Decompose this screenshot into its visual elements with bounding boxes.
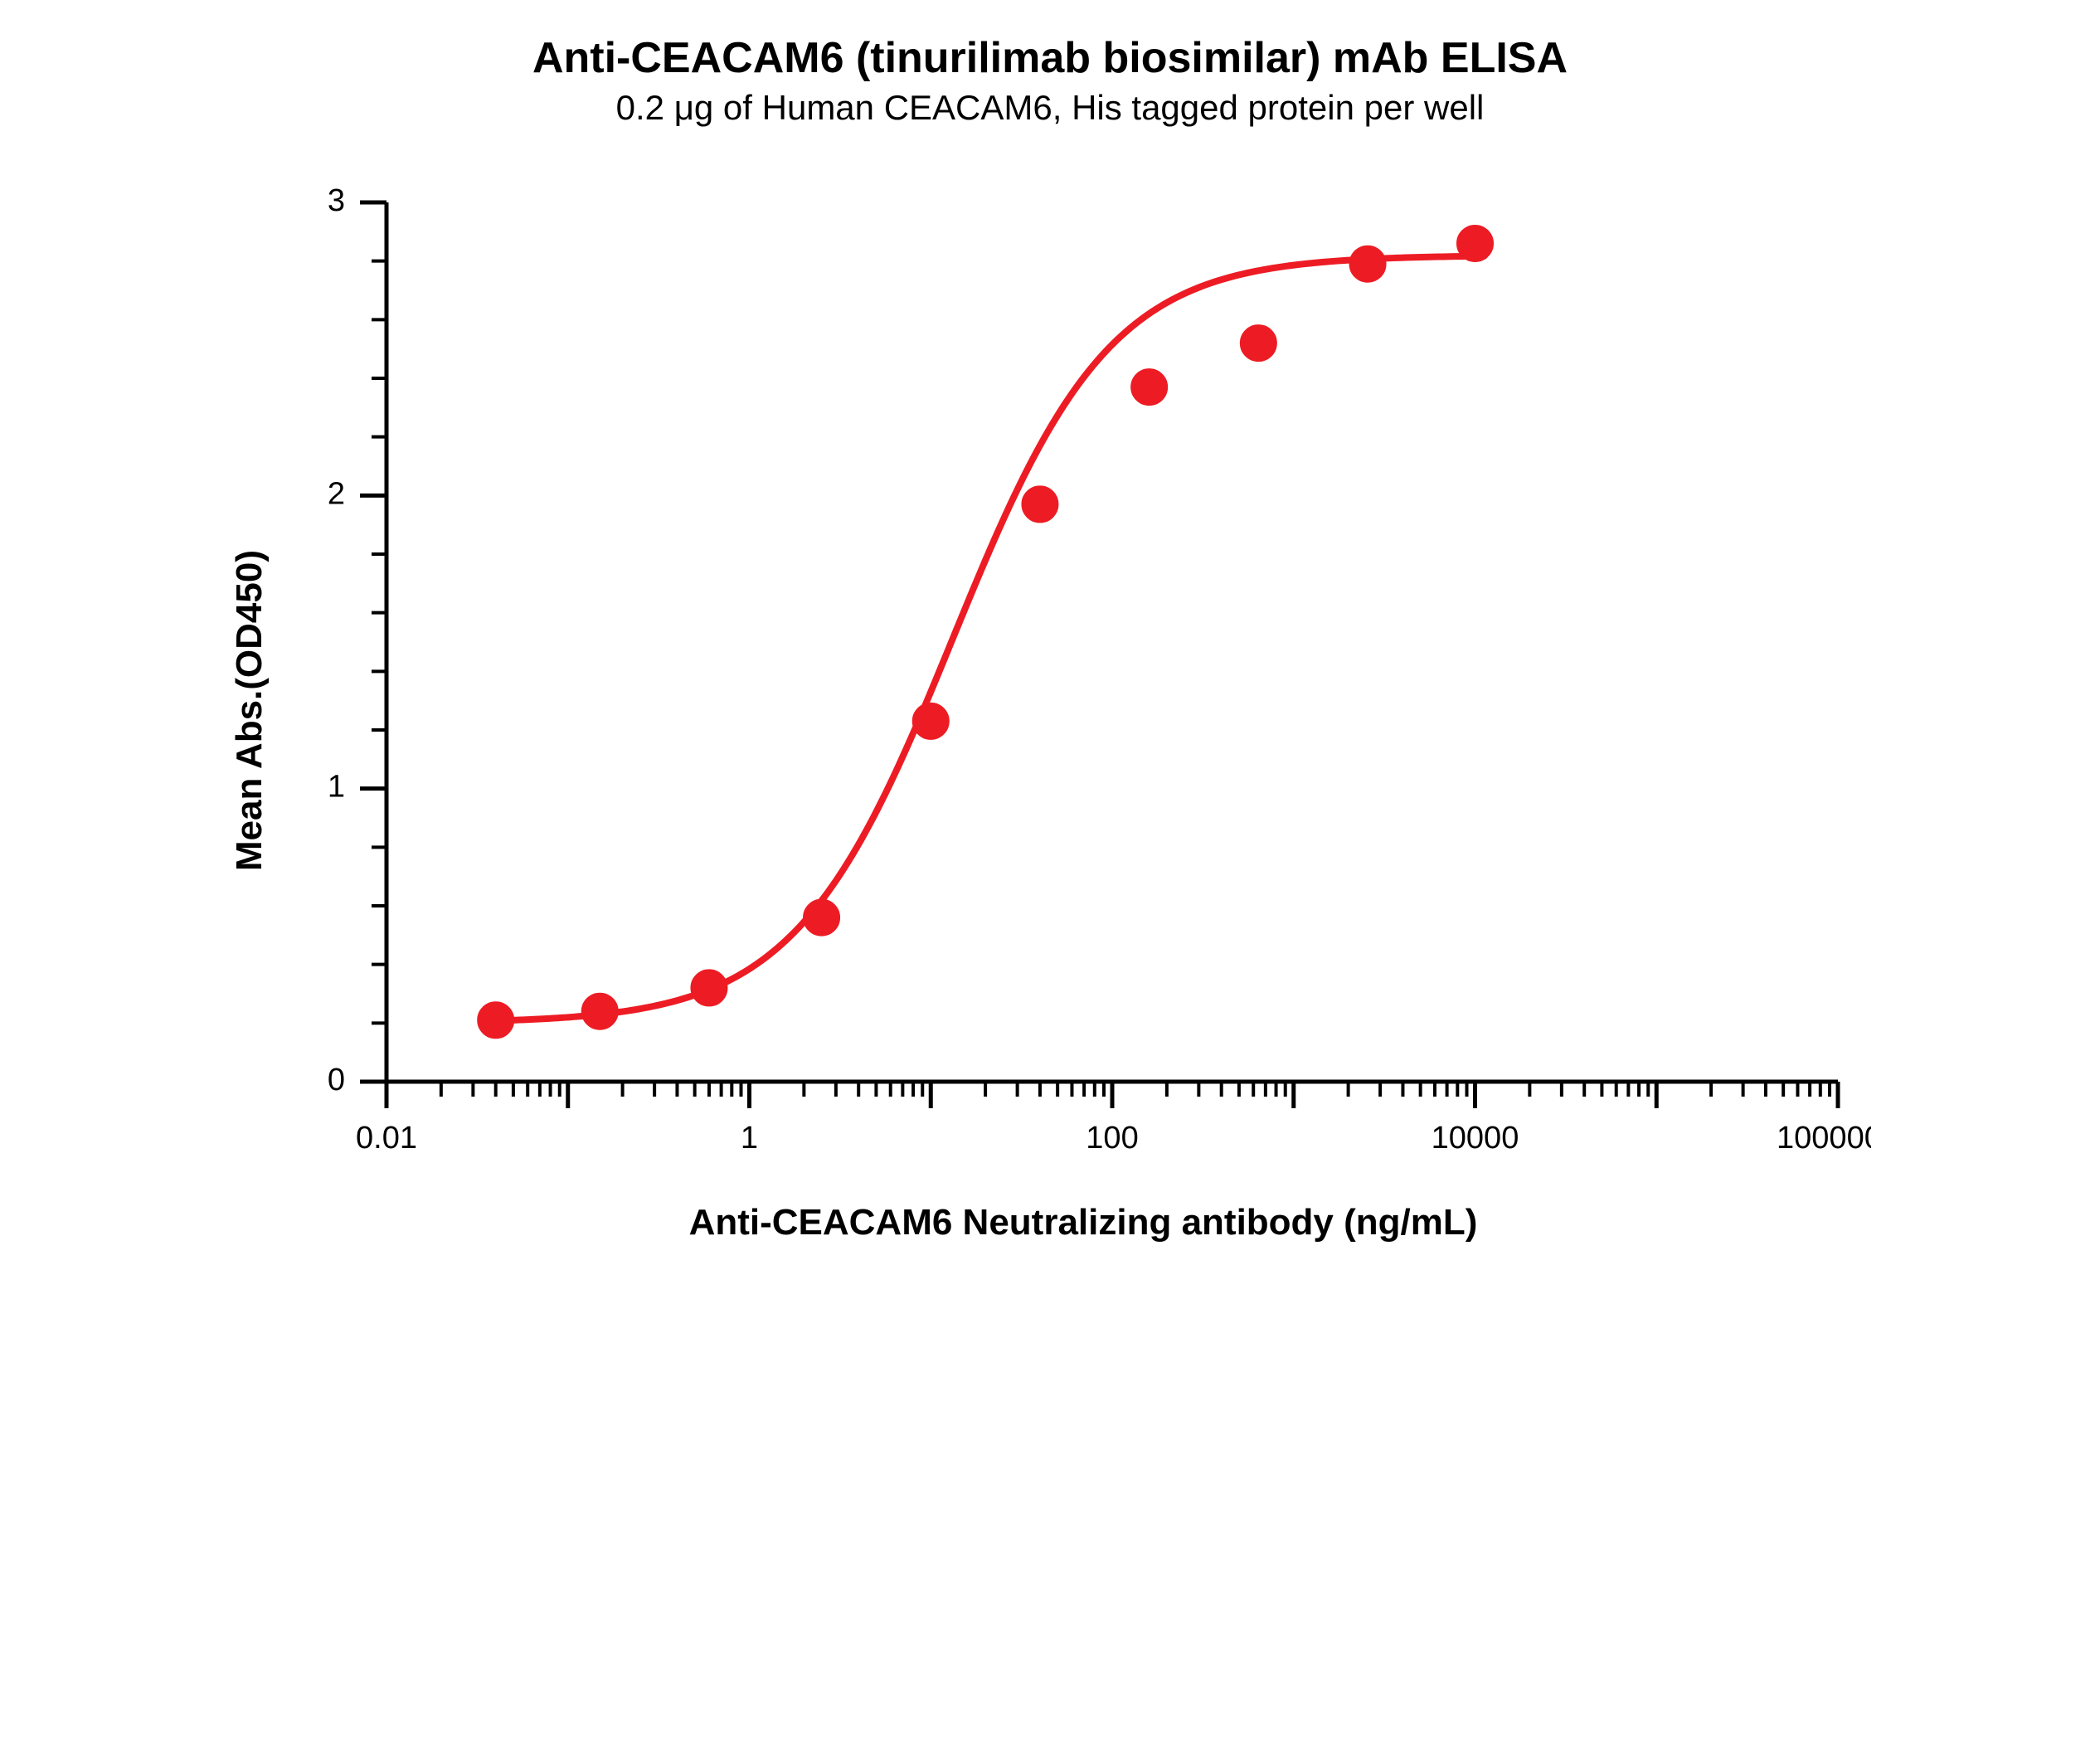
x-tick-label: 1000000 bbox=[1777, 1121, 1871, 1156]
data-point bbox=[478, 1002, 514, 1039]
data-point bbox=[912, 703, 949, 739]
titles-block: Anti-CEACAM6 (tinurilimab biosimilar) mA… bbox=[229, 33, 1871, 128]
data-point bbox=[581, 993, 618, 1029]
y-axis-label: Mean Abs.(OD450) bbox=[229, 550, 270, 871]
data-point bbox=[1022, 486, 1058, 523]
chart-subtitle: 0.2 μg of Human CEACAM6, His tagged prot… bbox=[229, 88, 1871, 128]
x-tick-label: 1 bbox=[741, 1121, 758, 1156]
x-tick-label: 10000 bbox=[1432, 1121, 1519, 1156]
plot-wrap: Mean Abs.(OD450) 0 1 2 3 0.01 1 100 10000 100000… bbox=[229, 178, 1871, 1243]
x-tick-label: 0.01 bbox=[356, 1121, 417, 1156]
fit-curve bbox=[487, 256, 1485, 1021]
data-point bbox=[804, 899, 840, 936]
data-point bbox=[1457, 225, 1494, 261]
x-tick-label: 100 bbox=[1086, 1121, 1138, 1156]
chart-title: Anti-CEACAM6 (tinurilimab biosimilar) mA… bbox=[229, 33, 1871, 83]
subtitle-suffix: g of Human CEACAM6, His tagged protein p… bbox=[694, 88, 1484, 127]
subtitle-mu: μ bbox=[674, 88, 694, 127]
data-point bbox=[1240, 325, 1276, 362]
elisa-chart-figure: Anti-CEACAM6 (tinurilimab biosimilar) mA… bbox=[229, 33, 1871, 1243]
y-tick-label: 1 bbox=[328, 770, 345, 805]
data-point bbox=[1349, 246, 1386, 282]
y-tick-label: 0 bbox=[328, 1063, 345, 1097]
plot-and-xlabel: 0 1 2 3 0.01 1 100 10000 1000000 Anti-CEACAM6 Ne… bbox=[295, 178, 1871, 1243]
x-axis-label: Anti-CEACAM6 Neutralizing antibody (ng/m… bbox=[295, 1202, 1871, 1243]
plot-svg: 0 1 2 3 0.01 1 100 10000 1000000 bbox=[295, 178, 1871, 1173]
data-point bbox=[691, 970, 727, 1006]
y-tick-label: 3 bbox=[328, 183, 345, 218]
axes-lines bbox=[386, 202, 1838, 1082]
data-point bbox=[1131, 369, 1168, 406]
y-tick-label: 2 bbox=[328, 476, 345, 511]
subtitle-prefix: 0.2 bbox=[616, 88, 674, 127]
